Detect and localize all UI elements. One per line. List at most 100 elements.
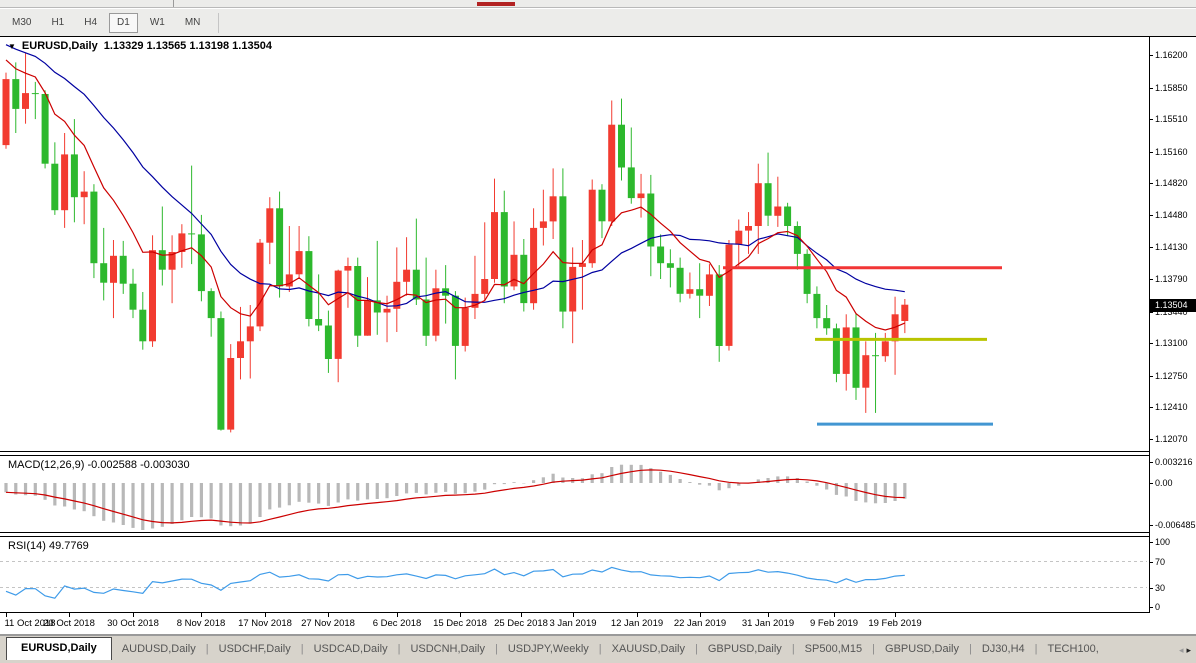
top-toolbar-partial <box>0 0 1196 8</box>
date-tick <box>6 613 7 617</box>
date-tick <box>265 613 266 617</box>
tab-gbpusd-daily[interactable]: GBPUSD,Daily <box>885 643 959 655</box>
macd-axis-label: 0.003216 <box>1155 456 1193 467</box>
toolbar-red-icon-partial <box>477 2 515 6</box>
rsi-chart[interactable] <box>0 537 1147 612</box>
current-price-marker: 1.13504 <box>1150 299 1196 312</box>
date-label: 6 Dec 2018 <box>372 618 422 629</box>
tab-tech100[interactable]: TECH100, <box>1047 643 1099 655</box>
rsi-label: RSI(14) 49.7769 <box>8 540 89 552</box>
timeframe-button-h4[interactable]: H4 <box>84 16 98 28</box>
date-label: 8 Nov 2018 <box>176 618 226 629</box>
toolbar-separator <box>218 12 220 33</box>
tab-audusd-daily[interactable]: AUDUSD,Daily <box>121 643 196 655</box>
price-axis[interactable]: 1.16200 1.15850 1.15510 1.15160 1.14820 1.144… <box>1149 37 1196 613</box>
axis-tick <box>1150 525 1153 526</box>
price-axis-label: 1.15510 <box>1155 114 1188 125</box>
date-label: 22 Jan 2019 <box>673 618 727 629</box>
tab-separator: | <box>300 643 304 655</box>
date-tick <box>133 613 134 617</box>
tab-usdcad-daily[interactable]: USDCAD,Daily <box>313 643 388 655</box>
tab-usdjpy-weekly[interactable]: USDJPY,Weekly <box>507 643 589 655</box>
price-axis-label: 1.13790 <box>1155 274 1188 285</box>
axis-tick <box>1150 312 1153 313</box>
date-label: 30 Oct 2018 <box>107 618 159 629</box>
tab-separator: | <box>791 643 795 655</box>
chart-ohlc-values: 1.13329 1.13565 1.13198 1.13504 <box>103 40 272 52</box>
tab-xauusd-daily[interactable]: XAUUSD,Daily <box>611 643 685 655</box>
tab-scroll-right-icon[interactable]: ▸ <box>1186 645 1191 655</box>
axis-tick <box>1150 607 1153 608</box>
macd-chart[interactable] <box>0 456 1147 532</box>
date-label: 11 Oct 2018 <box>4 618 56 629</box>
axis-tick <box>1150 462 1153 463</box>
axis-tick <box>1150 542 1153 543</box>
tab-separator: | <box>694 643 698 655</box>
timeframe-button-mn[interactable]: MN <box>184 16 201 28</box>
date-tick <box>201 613 202 617</box>
date-tick <box>768 613 769 617</box>
price-axis-label: 1.16200 <box>1155 50 1188 60</box>
date-tick <box>397 613 398 617</box>
date-tick <box>573 613 574 617</box>
tab-eurusd-daily[interactable]: EURUSD,Daily <box>6 637 112 660</box>
price-axis-label: 1.12070 <box>1155 434 1188 444</box>
axis-tick <box>1150 562 1153 563</box>
timeframe-toolbar: M30 H1 H4 D1 W1 MN <box>0 9 1196 36</box>
tab-separator: | <box>598 643 602 655</box>
date-label: 3 Jan 2019 <box>549 618 597 629</box>
tab-dj30-h4[interactable]: DJ30,H4 <box>981 643 1025 655</box>
axis-tick <box>1150 119 1153 120</box>
date-tick <box>895 613 896 617</box>
date-label: 19 Feb 2019 <box>868 618 922 629</box>
date-tick <box>637 613 638 617</box>
candlestick-chart[interactable] <box>0 37 1147 450</box>
timeframe-button-h1[interactable]: H1 <box>51 16 65 28</box>
tab-sp500-m15[interactable]: SP500,M15 <box>804 643 863 655</box>
date-label: 15 Dec 2018 <box>433 618 487 629</box>
macd-axis-label: -0.006485 <box>1155 520 1196 531</box>
tab-usdcnh-daily[interactable]: USDCNH,Daily <box>410 643 485 655</box>
timeframe-button-m30[interactable]: M30 <box>12 16 32 28</box>
tab-usdchf-daily[interactable]: USDCHF,Daily <box>218 643 291 655</box>
tab-separator: | <box>872 643 876 655</box>
macd-panel[interactable]: MACD(12,26,9) -0.002588 -0.003030 <box>0 455 1149 533</box>
timeframe-button-d1[interactable]: D1 <box>109 12 138 33</box>
price-axis-label: 1.15160 <box>1155 146 1188 157</box>
tab-scroll-left-icon[interactable]: ◂ <box>1178 645 1184 655</box>
rsi-panel[interactable]: RSI(14) 49.7769 <box>0 536 1149 613</box>
date-tick <box>69 613 70 617</box>
macd-label: MACD(12,26,9) -0.002588 -0.003030 <box>8 459 190 471</box>
timeframe-button-w1[interactable]: W1 <box>149 16 165 28</box>
axis-tick <box>1150 483 1153 484</box>
date-tick <box>700 613 701 617</box>
date-label: 12 Jan 2019 <box>610 618 664 629</box>
price-axis-label: 1.14820 <box>1155 178 1188 189</box>
axis-tick <box>1150 152 1153 153</box>
rsi-axis-label: 30 <box>1155 582 1166 593</box>
axis-tick <box>1150 88 1153 89</box>
date-tick <box>521 613 522 617</box>
date-axis[interactable]: 11 Oct 2018 20 Oct 2018 30 Oct 2018 8 Nov 2… <box>0 613 1149 635</box>
axis-tick <box>1150 439 1153 440</box>
tab-separator: | <box>397 643 401 655</box>
date-label: 17 Nov 2018 <box>238 618 292 629</box>
chart-symbol-label: EURUSD,Daily <box>21 40 98 52</box>
tab-gbpusd-daily[interactable]: GBPUSD,Daily <box>707 643 782 655</box>
tab-separator: | <box>205 643 209 655</box>
date-label: 20 Oct 2018 <box>43 618 95 629</box>
status-strip <box>0 660 1196 663</box>
price-chart-panel[interactable]: ▼ EURUSD,Daily 1.13329 1.13565 1.13198 1… <box>0 37 1149 452</box>
chart-symbol-header: ▼ EURUSD,Daily 1.13329 1.13565 1.13198 1… <box>8 40 272 52</box>
toolbar-divider <box>173 0 174 7</box>
price-axis-label: 1.12750 <box>1155 370 1188 381</box>
rsi-axis-label: 70 <box>1155 556 1166 567</box>
rsi-axis-label: 100 <box>1155 537 1171 547</box>
rsi-axis-label: 0 <box>1155 602 1161 612</box>
axis-tick <box>1150 215 1153 216</box>
chart-window: ▼ EURUSD,Daily 1.13329 1.13565 1.13198 1… <box>0 36 1196 635</box>
chart-dropdown-icon[interactable]: ▼ <box>8 41 16 51</box>
price-axis-label: 1.14130 <box>1155 242 1188 253</box>
axis-tick <box>1150 376 1153 377</box>
